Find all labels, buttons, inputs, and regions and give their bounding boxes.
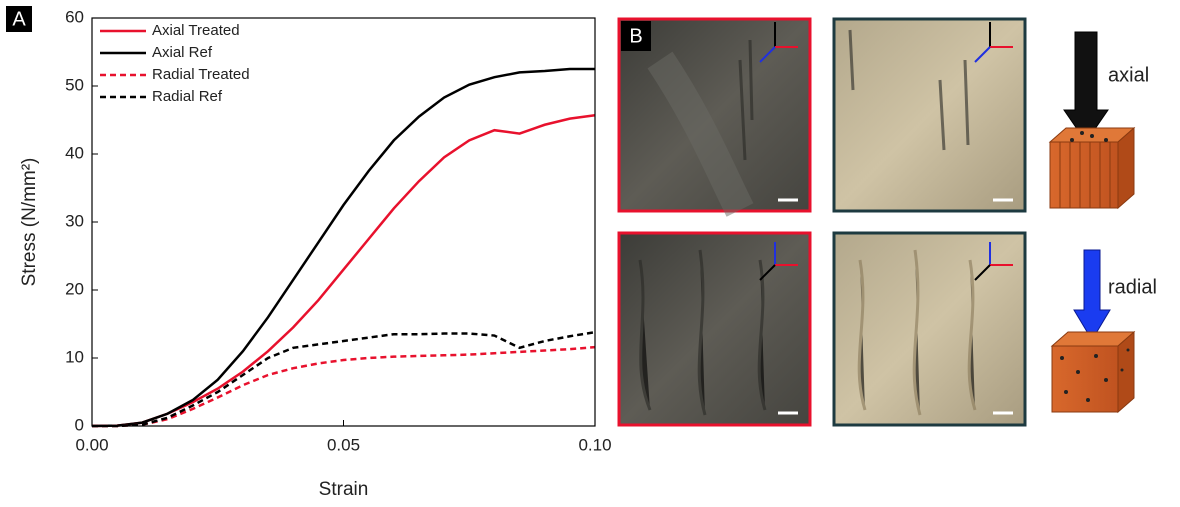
dots xyxy=(1060,131,1130,402)
y-tick-label: 50 xyxy=(65,75,84,94)
plot: 0 10 20 30 40 50 60 0.00 0.05 0.10 Strain Stress (N… xyxy=(19,7,612,500)
photo xyxy=(832,17,1027,213)
panel-label: B xyxy=(629,25,642,47)
arrow xyxy=(1063,31,1109,143)
block-side xyxy=(1117,330,1135,414)
scale-bars xyxy=(778,198,1013,415)
legend-label: Axial Ref xyxy=(152,44,213,61)
diagrams: axial radial xyxy=(1048,31,1157,414)
arrow xyxy=(1073,249,1111,341)
x-tick-label: 0.10 xyxy=(578,435,611,454)
diagram-label: axial xyxy=(1108,64,1149,86)
diagram-label: radial xyxy=(1108,276,1157,298)
x-tick-label: 0.00 xyxy=(75,435,108,454)
panel-label-box xyxy=(6,6,32,32)
photos: B xyxy=(617,17,1027,427)
y-tick-label: 30 xyxy=(65,211,84,230)
x-tick-label: 0.05 xyxy=(327,435,360,454)
grain xyxy=(647,51,754,217)
y-tick-label: 20 xyxy=(65,279,84,298)
y-axis-label: Stress (N/mm²) xyxy=(19,158,40,287)
grain xyxy=(638,29,977,416)
block-side xyxy=(1117,126,1135,210)
axes-icons xyxy=(759,22,1013,281)
legend-label: Radial Treated xyxy=(152,66,250,83)
line xyxy=(91,114,596,428)
x-axis-label: Strain xyxy=(319,479,369,500)
line xyxy=(92,330,596,428)
y-tick-label: 60 xyxy=(65,7,84,26)
plot-frame xyxy=(91,17,596,427)
line xyxy=(92,345,596,428)
y-tick-label: 10 xyxy=(65,347,84,366)
panel-label: A xyxy=(12,8,26,30)
block xyxy=(1051,345,1119,413)
legend-label: Axial Treated xyxy=(152,22,240,39)
legend-label: Radial Ref xyxy=(152,88,223,105)
grain-lines xyxy=(1059,142,1111,208)
panel-label-box xyxy=(621,21,651,51)
line xyxy=(91,67,595,428)
block xyxy=(1049,141,1119,209)
y-tick-label: 40 xyxy=(65,143,84,162)
y-tick-label: 0 xyxy=(75,415,84,434)
